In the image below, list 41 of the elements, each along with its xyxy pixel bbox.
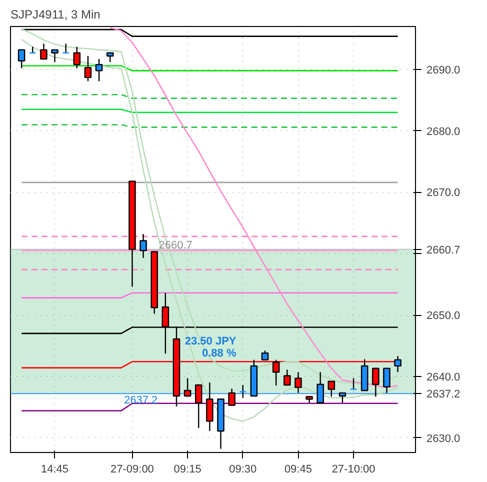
ref-line-label: 2637.2: [426, 388, 460, 401]
x-tick-label: 27-10:00: [332, 464, 376, 476]
candlestick: [84, 55, 92, 82]
x-tick-label: 09:45: [284, 464, 312, 476]
x-tick-label: 14:45: [41, 464, 69, 476]
candlestick: [294, 371, 302, 394]
y-tick-label: 2670.0: [426, 187, 460, 200]
candlestick: [338, 392, 346, 404]
candlestick: [106, 52, 114, 63]
candlestick: [283, 369, 291, 386]
candlestick: [383, 368, 390, 394]
candlestick: [239, 384, 247, 398]
y-tick-label: 2650.0: [426, 310, 460, 322]
y-tick-label: 2630.0: [426, 432, 460, 445]
y-tick-label: 2640.0: [426, 371, 460, 384]
candlestick: [328, 380, 336, 398]
candlestick: [95, 58, 103, 82]
candlestick: [206, 382, 214, 432]
candlestick: [394, 356, 402, 373]
x-tick-label: 09:30: [229, 464, 257, 476]
candlestick: [316, 371, 324, 404]
candlestick: [73, 46, 81, 69]
ref-line-label: 2660.7: [426, 244, 460, 256]
candlestick: [140, 233, 147, 259]
candlestick: [372, 368, 380, 398]
y-tick-label: 2680.0: [426, 126, 460, 138]
candlestick: [261, 350, 269, 360]
candlestick: [40, 43, 48, 60]
candlestick: [228, 388, 236, 406]
candlestick: [18, 49, 26, 69]
candlestick: [350, 378, 358, 390]
annotation: 0.88 %: [202, 348, 236, 360]
annotation: 23.50 JPY: [184, 336, 237, 348]
candlestick: [62, 43, 70, 54]
y-tick-label: 2690.0: [426, 64, 460, 76]
candlestick: [184, 378, 192, 397]
x-tick-label: 27-09:00: [110, 464, 154, 476]
x-tick-label: 09:15: [174, 464, 202, 476]
candlestick: [51, 49, 58, 63]
candlestick: [194, 384, 202, 429]
chart-title: SJPJ4911, 3 Min: [10, 8, 100, 22]
